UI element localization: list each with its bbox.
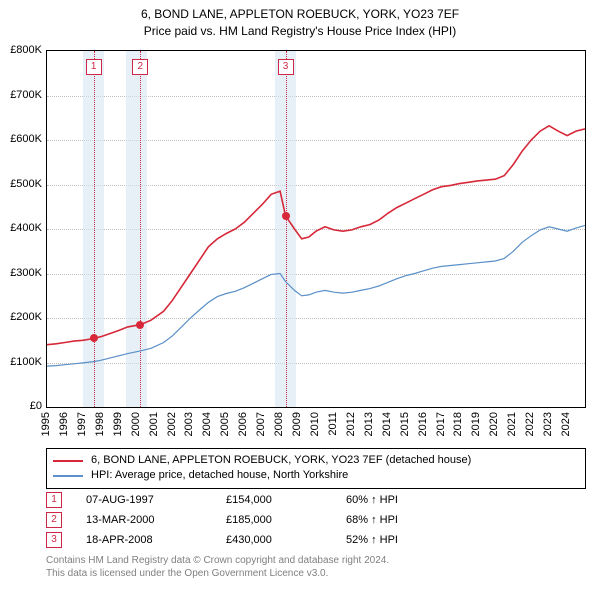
footer-attribution: Contains HM Land Registry data © Crown c… <box>46 554 389 580</box>
y-tick-label: £600K <box>2 133 42 145</box>
x-tick-label: 2000 <box>130 412 142 436</box>
x-tick-label: 2018 <box>452 412 464 436</box>
x-tick-label: 1995 <box>40 412 52 436</box>
legend-swatch-hpi <box>53 475 83 477</box>
sales-marker-1: 1 <box>46 492 62 508</box>
sales-delta-1: 60% ↑ HPI <box>346 494 466 506</box>
y-tick-label: £0 <box>2 400 42 412</box>
x-tick-label: 2010 <box>309 412 321 436</box>
x-tick-label: 2005 <box>219 412 231 436</box>
x-tick-label: 2015 <box>399 412 411 436</box>
data-point <box>282 212 290 220</box>
sales-delta-2: 68% ↑ HPI <box>346 514 466 526</box>
x-tick-label: 2011 <box>327 412 339 436</box>
y-tick-label: £700K <box>2 89 42 101</box>
sales-row-2: 2 13-MAR-2000 £185,000 68% ↑ HPI <box>46 510 466 530</box>
x-tick-label: 2022 <box>524 412 536 436</box>
chart-container: 6, BOND LANE, APPLETON ROEBUCK, YORK, YO… <box>0 0 600 590</box>
x-tick-label: 1996 <box>58 412 70 436</box>
legend-swatch-property <box>53 460 83 462</box>
x-tick-label: 2008 <box>273 412 285 436</box>
x-tick-label: 2017 <box>435 412 447 436</box>
legend-row-hpi: HPI: Average price, detached house, Nort… <box>53 468 579 483</box>
legend-label-hpi: HPI: Average price, detached house, Nort… <box>91 468 348 483</box>
plot-area: 123 <box>46 50 586 408</box>
y-tick-label: £500K <box>2 178 42 190</box>
x-tick-label: 1998 <box>94 412 106 436</box>
x-tick-label: 2002 <box>166 412 178 436</box>
x-tick-label: 2019 <box>470 412 482 436</box>
legend: 6, BOND LANE, APPLETON ROEBUCK, YORK, YO… <box>46 448 586 489</box>
sales-date-1: 07-AUG-1997 <box>86 494 226 506</box>
sales-delta-3: 52% ↑ HPI <box>346 534 466 546</box>
y-tick-label: £400K <box>2 222 42 234</box>
sales-price-2: £185,000 <box>226 514 346 526</box>
x-tick-label: 2001 <box>148 412 160 436</box>
y-tick-label: £200K <box>2 311 42 323</box>
title-line-1: 6, BOND LANE, APPLETON ROEBUCK, YORK, YO… <box>0 6 600 23</box>
x-tick-label: 2016 <box>417 412 429 436</box>
series-line-property <box>47 126 585 345</box>
x-tick-label: 2024 <box>560 412 572 436</box>
legend-label-property: 6, BOND LANE, APPLETON ROEBUCK, YORK, YO… <box>91 453 471 468</box>
sales-price-3: £430,000 <box>226 534 346 546</box>
legend-row-property: 6, BOND LANE, APPLETON ROEBUCK, YORK, YO… <box>53 453 579 468</box>
y-tick-label: £100K <box>2 356 42 368</box>
x-tick-label: 2023 <box>542 412 554 436</box>
x-tick-label: 2012 <box>345 412 357 436</box>
x-tick-label: 2020 <box>488 412 500 436</box>
data-point <box>136 321 144 329</box>
y-tick-label: £800K <box>2 44 42 56</box>
data-point <box>90 334 98 342</box>
sales-table: 1 07-AUG-1997 £154,000 60% ↑ HPI 2 13-MA… <box>46 490 466 550</box>
footer-line-1: Contains HM Land Registry data © Crown c… <box>46 554 389 567</box>
plot-svg <box>47 51 585 407</box>
x-tick-label: 2003 <box>183 412 195 436</box>
x-tick-label: 2004 <box>201 412 213 436</box>
sales-marker-2: 2 <box>46 512 62 528</box>
x-tick-label: 1999 <box>112 412 124 436</box>
sales-row-1: 1 07-AUG-1997 £154,000 60% ↑ HPI <box>46 490 466 510</box>
y-tick-label: £300K <box>2 267 42 279</box>
x-tick-label: 1997 <box>76 412 88 436</box>
x-tick-label: 2021 <box>506 412 518 436</box>
x-tick-label: 2009 <box>291 412 303 436</box>
sales-marker-3: 3 <box>46 532 62 548</box>
chart-title: 6, BOND LANE, APPLETON ROEBUCK, YORK, YO… <box>0 0 600 40</box>
x-tick-label: 2006 <box>237 412 249 436</box>
sales-date-3: 18-APR-2008 <box>86 534 226 546</box>
sales-price-1: £154,000 <box>226 494 346 506</box>
sales-row-3: 3 18-APR-2008 £430,000 52% ↑ HPI <box>46 530 466 550</box>
title-line-2: Price paid vs. HM Land Registry's House … <box>0 23 600 40</box>
footer-line-2: This data is licensed under the Open Gov… <box>46 567 389 580</box>
series-line-hpi <box>47 225 585 366</box>
x-tick-label: 2013 <box>363 412 375 436</box>
x-tick-label: 2007 <box>255 412 267 436</box>
sales-date-2: 13-MAR-2000 <box>86 514 226 526</box>
x-tick-label: 2014 <box>381 412 393 436</box>
